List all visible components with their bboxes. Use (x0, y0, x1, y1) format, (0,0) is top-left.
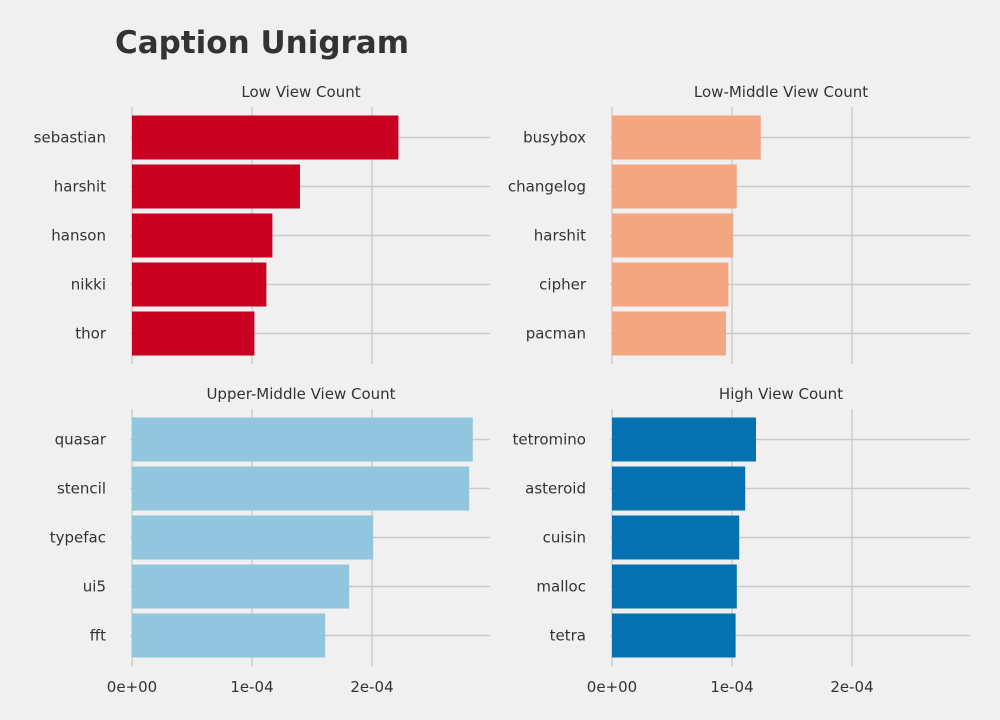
category-label: typefac (50, 529, 106, 547)
category-label: busybox (523, 129, 586, 147)
facet-panel-3: Upper-Middle View Count quasar stencil type… (50, 385, 490, 696)
bar-fft (132, 613, 326, 658)
category-label: fft (90, 627, 106, 645)
category-label: hanson (51, 227, 106, 245)
x-tick-label: 0e+00 (107, 678, 157, 696)
bar-cipher (612, 262, 729, 307)
x-tick-label: 1e-04 (230, 678, 273, 696)
bar-nikki (132, 262, 267, 307)
category-label: stencil (57, 480, 106, 498)
bar-thor (132, 311, 255, 356)
x-tick-label: 1e-04 (710, 678, 753, 696)
bar-tetra (612, 613, 736, 658)
category-label: changelog (508, 178, 586, 196)
category-label: malloc (536, 578, 586, 596)
bar-tetromino (612, 417, 756, 462)
category-label: cuisin (543, 529, 586, 547)
bar-ui5 (132, 564, 350, 609)
category-label: harshit (534, 227, 586, 245)
category-label: quasar (55, 431, 107, 449)
category-label: asteroid (525, 480, 586, 498)
category-label: pacman (526, 325, 586, 343)
bar-harshit (612, 213, 734, 258)
facet-panel-2: Low-Middle View Count busybox changelog har… (508, 83, 970, 364)
category-label: harshit (54, 178, 106, 196)
bar-sebastian (132, 115, 399, 160)
bar-harshit (132, 164, 300, 209)
bar-changelog (612, 164, 737, 209)
bar-cuisin (612, 515, 740, 560)
bar-quasar (132, 417, 473, 462)
category-label: nikki (71, 276, 106, 294)
category-label: tetra (550, 627, 586, 645)
facet-title: Low-Middle View Count (694, 83, 868, 101)
facet-panels: Low View Count sebastian harshit hanson nikk… (34, 83, 970, 696)
category-label: cipher (539, 276, 587, 294)
category-label: tetromino (513, 431, 586, 449)
x-tick-label: 0e+00 (587, 678, 637, 696)
bar-hanson (132, 213, 273, 258)
chart-title: Caption Unigram (115, 25, 409, 61)
x-tick-label: 2e-04 (350, 678, 393, 696)
category-label: thor (75, 325, 107, 343)
bar-typefac (132, 515, 374, 560)
facet-title: High View Count (719, 385, 843, 403)
bar-asteroid (612, 466, 746, 511)
facet-panel-1: Low View Count sebastian harshit hanson nikk… (34, 83, 490, 364)
bar-busybox (612, 115, 761, 160)
bar-malloc (612, 564, 737, 609)
facet-title: Low View Count (241, 83, 360, 101)
bar-pacman (612, 311, 726, 356)
x-tick-label: 2e-04 (830, 678, 873, 696)
category-label: sebastian (34, 129, 106, 147)
facet-panel-4: High View Count tetromino asteroid cuisin ma… (513, 385, 970, 696)
category-label: ui5 (83, 578, 106, 596)
bar-stencil (132, 466, 470, 511)
facet-title: Upper-Middle View Count (206, 385, 395, 403)
